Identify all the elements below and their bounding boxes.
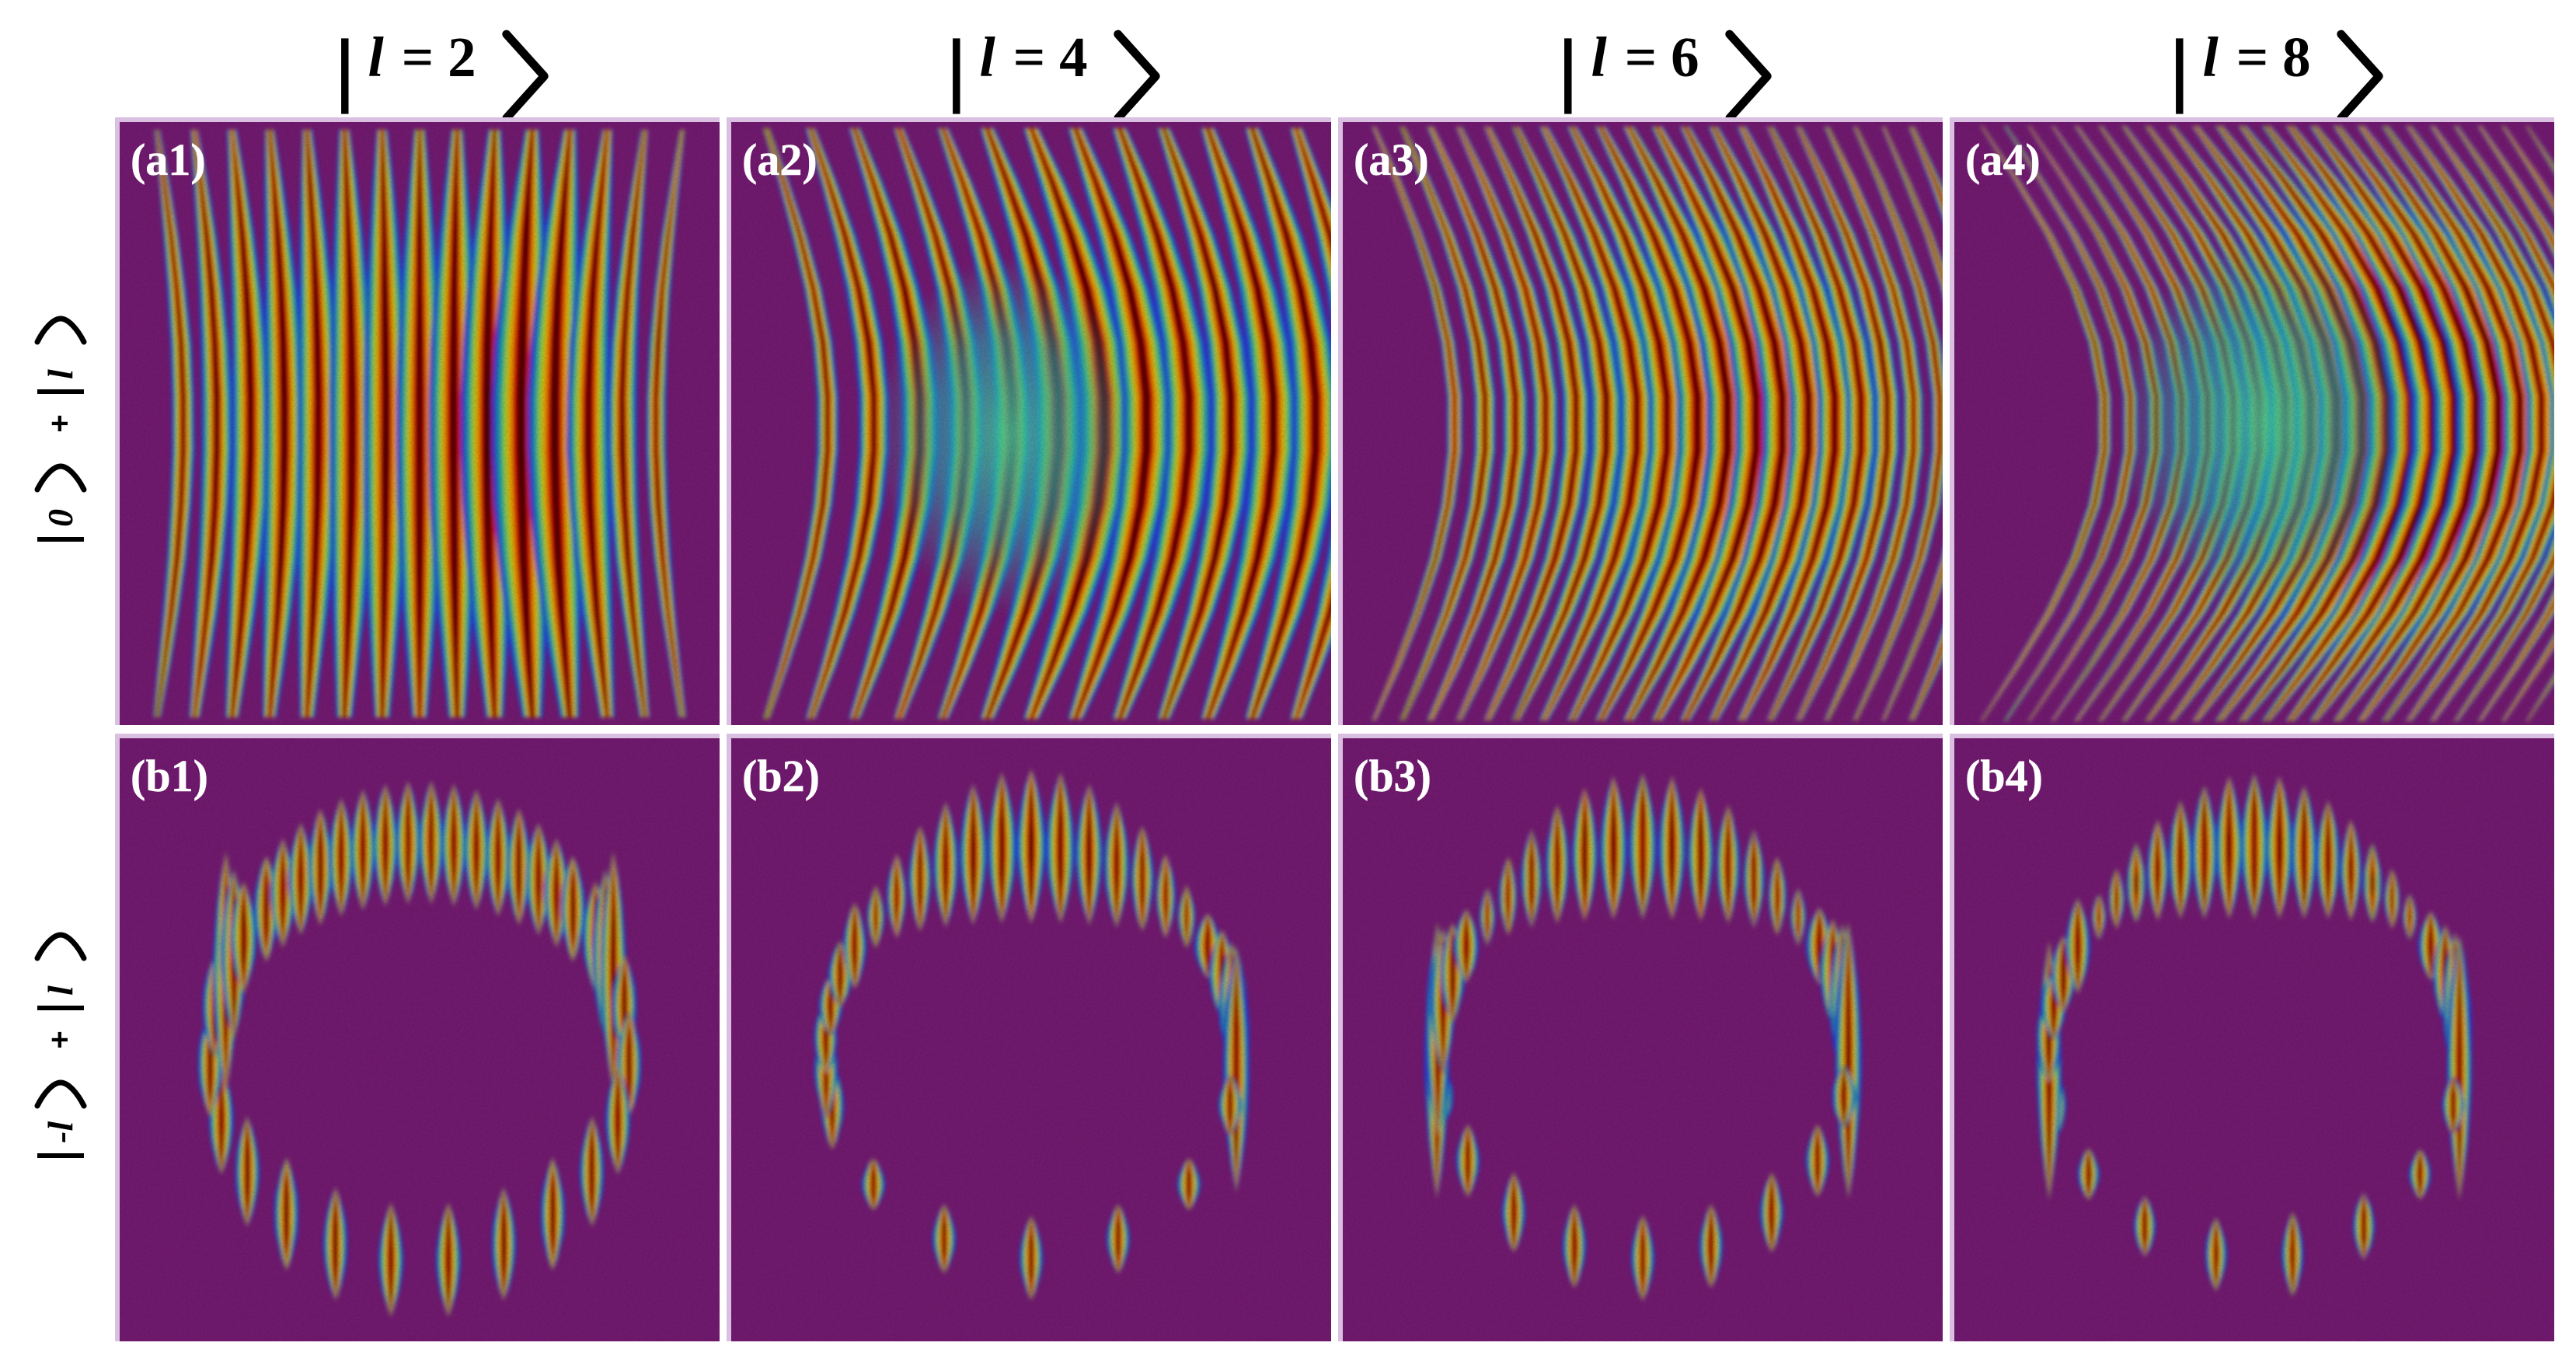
svg-text:0: 0 (40, 509, 80, 527)
svg-text:4: 4 (1059, 26, 1087, 89)
svg-text:l: l (980, 26, 996, 89)
svg-text:(b1): (b1) (131, 751, 208, 801)
svg-text:8: 8 (2282, 26, 2310, 89)
svg-text:(a2): (a2) (742, 134, 817, 185)
svg-text:(a1): (a1) (131, 134, 206, 185)
svg-text:(b4): (b4) (1965, 751, 2043, 801)
svg-text:=: = (1625, 26, 1657, 89)
svg-text:(b2): (b2) (742, 751, 820, 801)
svg-text:+: + (43, 414, 77, 432)
svg-text:+: + (43, 1030, 77, 1048)
svg-text:=: = (402, 26, 434, 89)
svg-text:2: 2 (448, 26, 476, 89)
svg-text:=: = (2236, 26, 2269, 89)
svg-text:6: 6 (1671, 26, 1699, 89)
svg-text:-l: -l (40, 1121, 80, 1143)
svg-text:l: l (40, 369, 80, 379)
svg-text:(a4): (a4) (1965, 134, 2041, 185)
svg-text:l: l (368, 26, 385, 89)
svg-text:l: l (40, 985, 80, 996)
svg-text:(a3): (a3) (1354, 134, 1429, 185)
svg-text:l: l (2203, 26, 2219, 89)
svg-text:l: l (1591, 26, 1608, 89)
svg-text:(b3): (b3) (1354, 751, 1431, 801)
svg-text:=: = (1013, 26, 1046, 89)
